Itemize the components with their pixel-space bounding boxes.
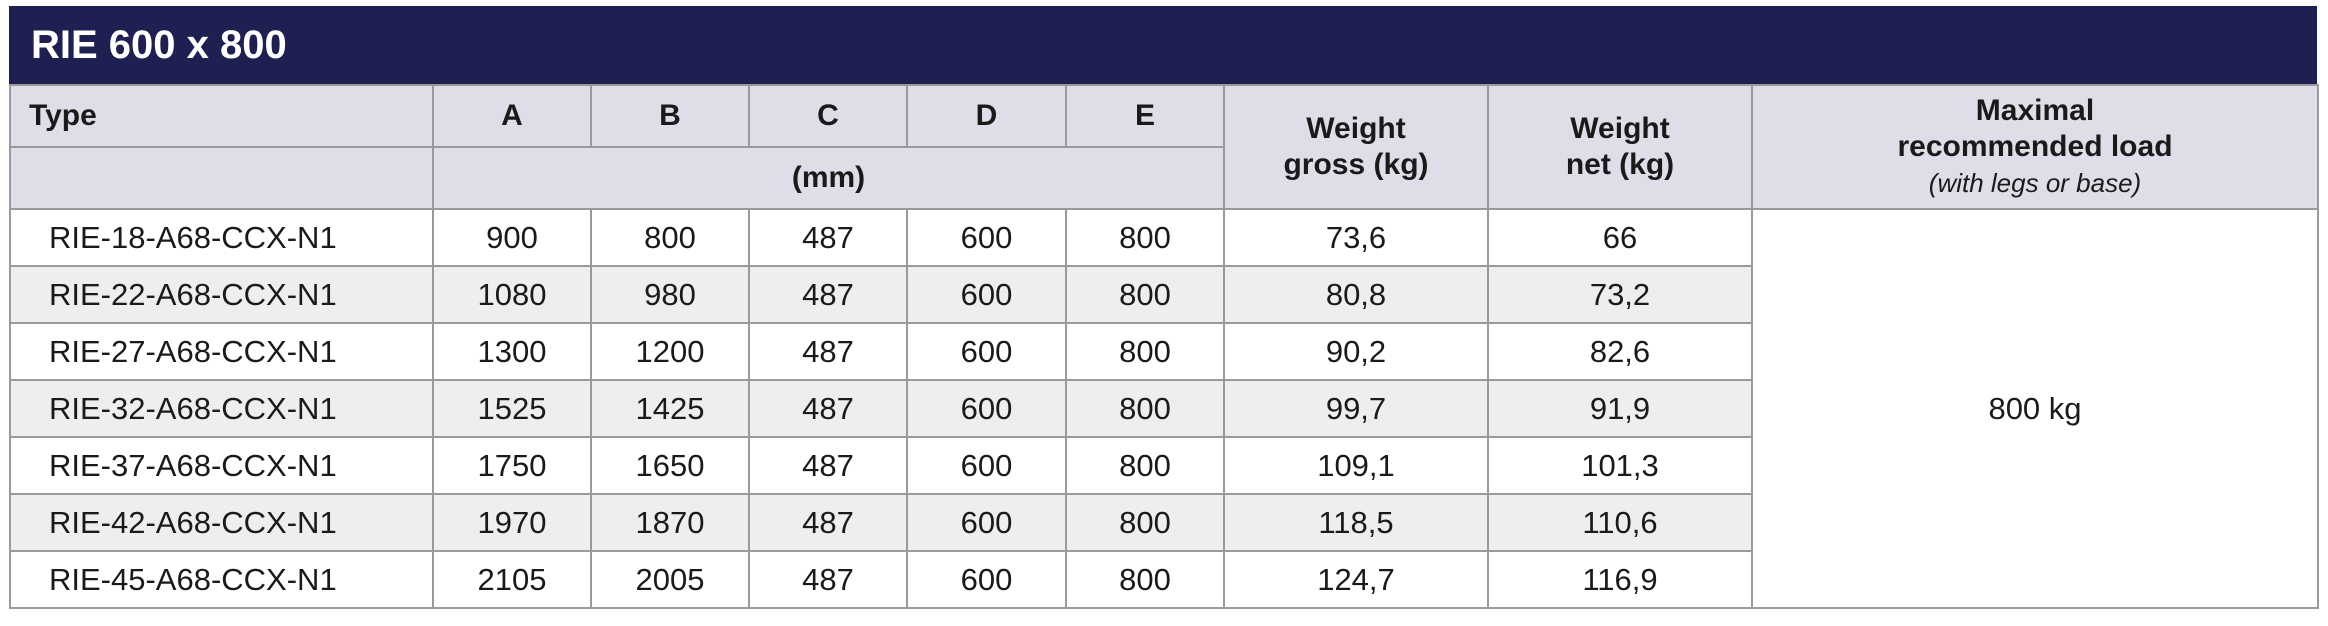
cell-gross: 90,2 — [1223, 322, 1489, 381]
header-b: B — [590, 84, 750, 148]
header-row-units: (mm) — [9, 146, 2318, 210]
header-weight-net: Weight net (kg) — [1487, 84, 1753, 210]
cell-a: 1750 — [432, 436, 592, 495]
cell-e: 800 — [1065, 550, 1225, 609]
cell-max-load: 800 kg — [1751, 208, 2319, 609]
cell-b: 980 — [590, 265, 750, 324]
cell-a: 2105 — [432, 550, 592, 609]
cell-c: 487 — [748, 208, 908, 267]
cell-type: RIE-37-A68-CCX-N1 — [9, 436, 434, 495]
header-a: A — [432, 84, 592, 148]
cell-a: 1300 — [432, 322, 592, 381]
table-row: RIE-22-A68-CCX-N1 1080 980 487 600 800 80,8 73,… — [9, 265, 2318, 324]
cell-type: RIE-42-A68-CCX-N1 — [9, 493, 434, 552]
table-row: RIE-32-A68-CCX-N1 1525 1425 487 600 800 99,7 91… — [9, 379, 2318, 438]
cell-e: 800 — [1065, 379, 1225, 438]
table-row: RIE-45-A68-CCX-N1 2105 2005 487 600 800 124,7 1… — [9, 550, 2318, 609]
header-c: C — [748, 84, 908, 148]
header-max-load-line2: recommended load — [1897, 130, 2173, 163]
table-body: RIE-18-A68-CCX-N1 900 800 487 600 800 73,6 66 80… — [9, 208, 2319, 609]
cell-e: 800 — [1065, 208, 1225, 267]
header-unit-mm: (mm) — [432, 146, 1225, 210]
header-max-load-note: (with legs or base) — [1928, 168, 2142, 198]
header-type: Type — [9, 84, 434, 148]
cell-d: 600 — [906, 265, 1067, 324]
cell-gross: 118,5 — [1223, 493, 1489, 552]
cell-type: RIE-32-A68-CCX-N1 — [9, 379, 434, 438]
table-row: RIE-27-A68-CCX-N1 1300 1200 487 600 800 90,2 82… — [9, 322, 2318, 381]
cell-d: 600 — [906, 379, 1067, 438]
cell-a: 900 — [432, 208, 592, 267]
cell-b: 1425 — [590, 379, 750, 438]
cell-net: 110,6 — [1487, 493, 1753, 552]
cell-b: 800 — [590, 208, 750, 267]
cell-net: 73,2 — [1487, 265, 1753, 324]
cell-gross: 73,6 — [1223, 208, 1489, 267]
cell-net: 82,6 — [1487, 322, 1753, 381]
table-row: RIE-18-A68-CCX-N1 900 800 487 600 800 73,6 66 80… — [9, 208, 2319, 609]
table-row: RIE-42-A68-CCX-N1 1970 1870 487 600 800 118,5 1… — [9, 493, 2318, 552]
cell-type: RIE-45-A68-CCX-N1 — [9, 550, 434, 609]
cell-c: 487 — [748, 379, 908, 438]
cell-gross: 80,8 — [1223, 265, 1489, 324]
cell-a: 1970 — [432, 493, 592, 552]
cell-net: 66 — [1487, 208, 1753, 267]
header-type-blank — [9, 146, 434, 210]
cell-c: 487 — [748, 265, 908, 324]
header-weight-gross-line2: gross (kg) — [1283, 148, 1429, 181]
table-title: RIE 600 x 800 — [9, 6, 2317, 84]
cell-d: 600 — [906, 208, 1067, 267]
header-row-labels: Type A B C D E Weight gross (kg) Weight … — [9, 84, 2319, 210]
cell-b: 1200 — [590, 322, 750, 381]
cell-d: 600 — [906, 436, 1067, 495]
cell-e: 800 — [1065, 493, 1225, 552]
spec-table-container: RIE 600 x 800 Type A B C D E Weight — [9, 6, 2319, 609]
header-weight-net-line1: Weight — [1570, 112, 1670, 145]
cell-d: 600 — [906, 493, 1067, 552]
cell-a: 1080 — [432, 265, 592, 324]
cell-e: 800 — [1065, 265, 1225, 324]
cell-e: 800 — [1065, 322, 1225, 381]
cell-d: 600 — [906, 322, 1067, 381]
cell-c: 487 — [748, 322, 908, 381]
cell-type: RIE-18-A68-CCX-N1 — [9, 208, 434, 267]
cell-net: 116,9 — [1487, 550, 1753, 609]
header-max-load: Maximal recommended load (with legs or b… — [1751, 84, 2319, 210]
cell-c: 487 — [748, 493, 908, 552]
cell-e: 800 — [1065, 436, 1225, 495]
cell-b: 2005 — [590, 550, 750, 609]
header-weight-gross: Weight gross (kg) — [1223, 84, 1489, 210]
cell-b: 1650 — [590, 436, 750, 495]
cell-gross: 109,1 — [1223, 436, 1489, 495]
header-weight-net-line2: net (kg) — [1565, 148, 1675, 181]
cell-net: 91,9 — [1487, 379, 1753, 438]
cell-a: 1525 — [432, 379, 592, 438]
header-weight-gross-line1: Weight — [1306, 112, 1406, 145]
header-e: E — [1065, 84, 1225, 148]
table-row: RIE-37-A68-CCX-N1 1750 1650 487 600 800 109,1 1… — [9, 436, 2318, 495]
cell-gross: 99,7 — [1223, 379, 1489, 438]
cell-net: 101,3 — [1487, 436, 1753, 495]
header-max-load-line1: Maximal — [1975, 94, 2095, 127]
cell-d: 600 — [906, 550, 1067, 609]
cell-c: 487 — [748, 436, 908, 495]
cell-c: 487 — [748, 550, 908, 609]
cell-type: RIE-27-A68-CCX-N1 — [9, 322, 434, 381]
cell-gross: 124,7 — [1223, 550, 1489, 609]
spec-table: Type A B C D E Weight gross (kg) Weight … — [9, 84, 2319, 609]
cell-type: RIE-22-A68-CCX-N1 — [9, 265, 434, 324]
cell-b: 1870 — [590, 493, 750, 552]
header-d: D — [906, 84, 1067, 148]
